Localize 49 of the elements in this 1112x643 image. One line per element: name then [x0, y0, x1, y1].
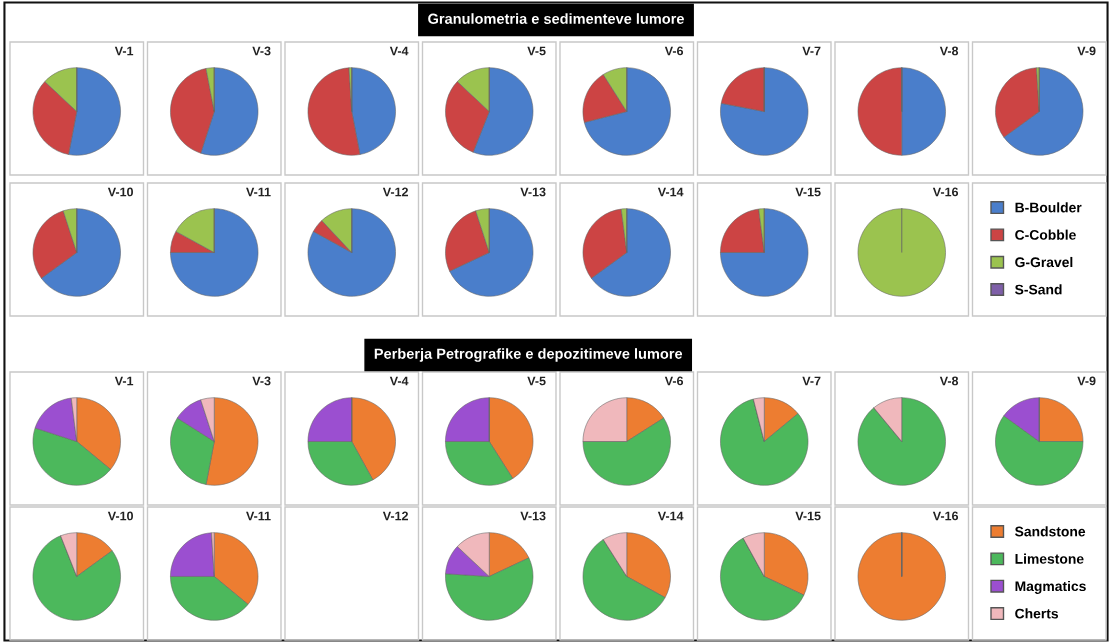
chart-title: V-3: [252, 46, 271, 56]
legend-label: Sandstone: [1015, 526, 1086, 537]
chart-title: V-1: [114, 46, 134, 56]
chart-title: V-14: [657, 511, 684, 521]
chart-title: V-16: [932, 511, 959, 521]
chart-title: V-11: [246, 511, 271, 521]
text: V-12: [382, 511, 408, 521]
chart-title: V-8: [939, 46, 959, 56]
chart-title: V-8: [939, 376, 959, 386]
legend-label: S-Sand: [1015, 284, 1062, 295]
legend-label: C-Cobble: [1015, 229, 1076, 240]
chart-title: V-5: [527, 376, 546, 386]
chart-title: V-4: [389, 46, 409, 56]
legend-label: Limestone: [1015, 553, 1084, 564]
chart-title: V-15: [795, 511, 821, 521]
chart-title: V-9: [1077, 46, 1096, 56]
chart-title: V-1: [114, 376, 134, 386]
chart-title: V-13: [520, 187, 546, 197]
chart-title: V-9: [1077, 376, 1096, 386]
chart-title: V-7: [802, 46, 821, 56]
chart-title: V-14: [657, 187, 684, 197]
text: Granulometria e sedimenteve lumore: [428, 13, 684, 24]
chart-title: V-7: [802, 376, 821, 386]
legend-label: B-Boulder: [1015, 202, 1082, 213]
pie-slice: [720, 67, 809, 156]
pie-slice: [720, 208, 809, 297]
pie-slice: [32, 535, 121, 621]
chart-title: V-15: [795, 187, 821, 197]
chart-title: V-3: [252, 376, 271, 386]
text: Perberja Petrografike e depozitimeve lumore: [374, 348, 683, 362]
pie-slice: [170, 208, 259, 297]
pie-slice: [857, 397, 946, 486]
chart-title: V-16: [932, 187, 959, 197]
chart-title: V-6: [664, 46, 684, 56]
pie-slice: [584, 67, 671, 156]
chart-title: V-12: [382, 187, 408, 197]
pie-slice: [720, 398, 809, 486]
chart-title: V-11: [246, 187, 271, 197]
pie-slice: [449, 208, 534, 297]
legend-label: Cherts: [1015, 608, 1059, 619]
legend-label: Magmatics: [1015, 580, 1086, 594]
chart-title: V-6: [664, 376, 684, 386]
legend-label: G-Gravel: [1015, 256, 1073, 268]
pie-slice: [307, 208, 396, 297]
chart-title: V-5: [527, 46, 546, 56]
chart-title: V-13: [520, 511, 546, 521]
chart-title: V-4: [389, 376, 409, 386]
chart-title: V-10: [107, 511, 133, 521]
chart-title: V-10: [107, 187, 133, 197]
